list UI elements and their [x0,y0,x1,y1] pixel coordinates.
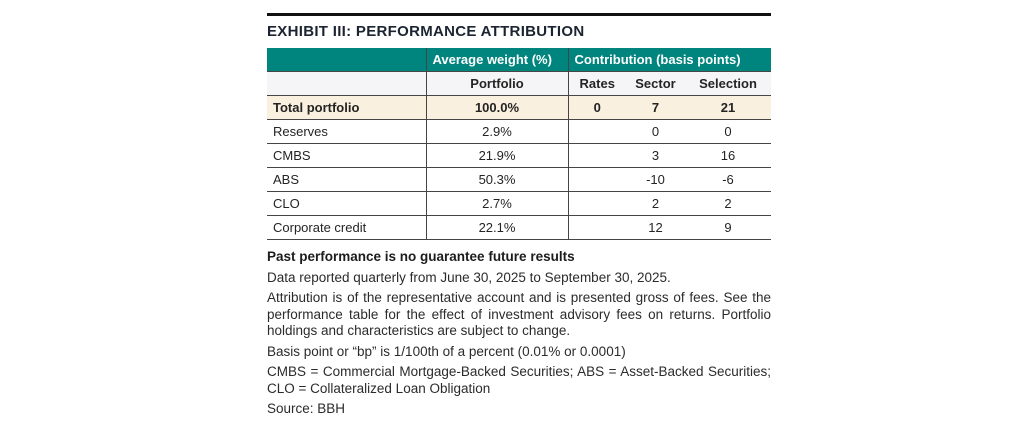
exhibit-panel: EXHIBIT III: PERFORMANCE ATTRIBUTION Ave… [267,13,771,422]
selection-cell: 9 [685,215,771,240]
row-label-cell: ABS [267,167,426,192]
sub-header-sector: Sector [626,71,685,96]
table-row-abs: ABS 50.3% -10 -6 [267,167,771,192]
portfolio-cell: 100.0% [425,95,568,120]
footnote-abbreviations: CMBS = Commercial Mortgage-Backed Securi… [267,364,771,396]
portfolio-cell: 50.3% [425,167,568,192]
selection-cell: -6 [685,167,771,192]
rates-cell [567,191,626,216]
rates-cell: 0 [567,95,626,120]
footnotes: Past performance is no guarantee future … [267,249,771,418]
group-header-row: Average weight (%) Contribution (basis p… [267,48,771,72]
footnote-basis-point: Basis point or “bp” is 1/100th of a perc… [267,343,626,359]
sector-cell: -10 [626,167,685,192]
sector-cell: 3 [626,143,685,168]
sub-header-row: Portfolio Rates Sector Selection [267,71,771,96]
table-row-reserves: Reserves 2.9% 0 0 [267,119,771,144]
table-row-corporate-credit: Corporate credit 22.1% 12 9 [267,215,771,240]
sector-cell: 2 [626,191,685,216]
portfolio-cell: 2.9% [425,119,568,144]
footnote-source: Source: BBH [267,401,346,416]
top-rule [267,13,771,16]
group-header-average-weight: Average weight (%) [425,48,568,72]
row-label-cell: CMBS [267,143,426,168]
table-row-total-portfolio: Total portfolio 100.0% 0 7 21 [267,95,771,120]
exhibit-title: EXHIBIT III: PERFORMANCE ATTRIBUTION [267,23,585,40]
row-label-cell: CLO [267,191,426,216]
sub-header-blank [267,71,426,96]
sub-header-rates: Rates [567,71,626,96]
rates-cell [567,167,626,192]
rates-cell [567,119,626,144]
attribution-table: Average weight (%) Contribution (basis p… [267,48,771,240]
sector-cell: 7 [626,95,685,120]
sub-header-portfolio: Portfolio [425,71,568,96]
portfolio-cell: 22.1% [425,215,568,240]
sector-cell: 12 [626,215,685,240]
footnote-past-performance: Past performance is no guarantee future … [267,249,575,264]
table-row-clo: CLO 2.7% 2 2 [267,191,771,216]
footnote-attribution: Attribution is of the representative acc… [267,290,771,338]
sub-header-selection: Selection [685,71,771,96]
selection-cell: 0 [685,119,771,144]
group-header-contribution: Contribution (basis points) [567,48,771,72]
row-label-cell: Reserves [267,119,426,144]
rates-cell [567,143,626,168]
table-row-cmbs: CMBS 21.9% 3 16 [267,143,771,168]
selection-cell: 21 [685,95,771,120]
selection-cell: 2 [685,191,771,216]
selection-cell: 16 [685,143,771,168]
rates-cell [567,215,626,240]
portfolio-cell: 2.7% [425,191,568,216]
row-label-cell: Corporate credit [267,215,426,240]
footnote-data-reported: Data reported quarterly from June 30, 20… [267,269,671,285]
row-label-cell: Total portfolio [267,95,426,120]
portfolio-cell: 21.9% [425,143,568,168]
sector-cell: 0 [626,119,685,144]
group-header-blank [267,48,426,72]
